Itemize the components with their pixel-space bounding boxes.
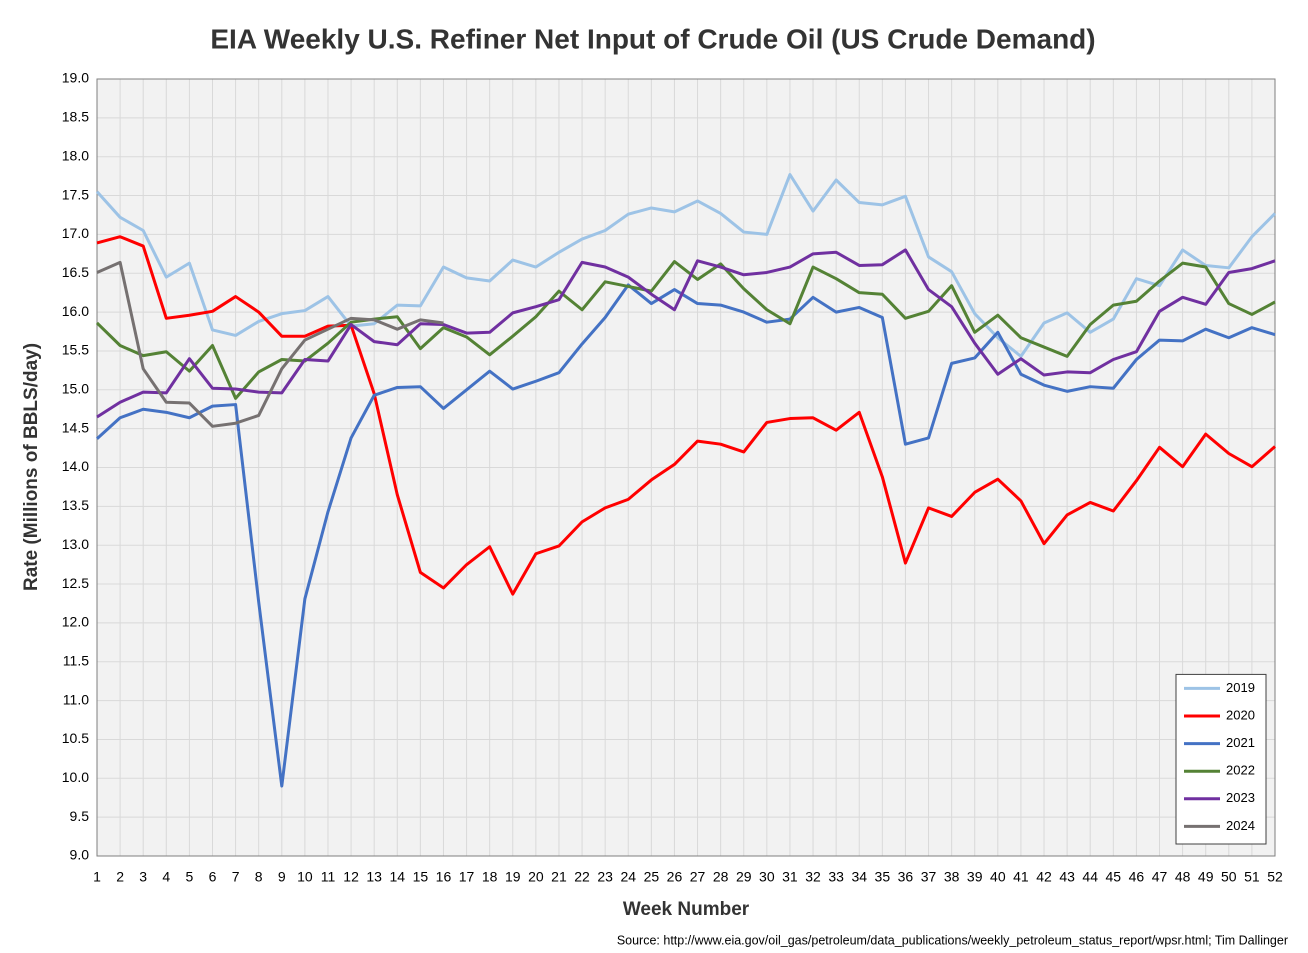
x-tick-label: 3 <box>139 869 147 885</box>
x-tick-label: 17 <box>459 869 475 885</box>
y-tick-label: 15.0 <box>62 381 89 397</box>
x-tick-label: 27 <box>690 869 706 885</box>
x-tick-label: 4 <box>162 869 170 885</box>
series-line <box>96 248 1276 419</box>
x-tick-label: 20 <box>528 869 544 885</box>
x-tick-label: 47 <box>1152 869 1168 885</box>
y-tick-label: 9.5 <box>70 808 90 824</box>
y-tick-label: 18.5 <box>62 109 89 125</box>
x-tick-label: 49 <box>1198 869 1214 885</box>
x-tick-label: 22 <box>574 869 590 885</box>
legend-label: 2021 <box>1226 735 1255 750</box>
legend: 2019 2020 2021 2022 2023 2024 <box>1175 673 1267 845</box>
y-tick-label: 18.0 <box>62 147 89 163</box>
x-tick-label: 24 <box>620 869 636 885</box>
x-tick-label: 29 <box>736 869 752 885</box>
series-line <box>95 260 1276 400</box>
x-tick-label: 13 <box>366 869 382 885</box>
y-tick-label: 17.0 <box>62 225 89 241</box>
x-tick-label: 23 <box>597 869 613 885</box>
series-line <box>95 283 1276 788</box>
x-tick-label: 6 <box>209 869 217 885</box>
x-tick-label: 25 <box>644 869 660 885</box>
x-tick-label: 9 <box>278 869 286 885</box>
x-tick-label: 34 <box>851 869 867 885</box>
y-tick-label: 14.5 <box>62 419 89 435</box>
y-tick-label: 10.0 <box>62 769 89 785</box>
x-tick-label: 33 <box>828 869 844 885</box>
x-tick-label: 5 <box>185 869 193 885</box>
y-tick-label: 13.0 <box>62 536 89 552</box>
x-tick-label: 43 <box>1059 869 1075 885</box>
x-tick-label: 19 <box>505 869 521 885</box>
y-tick-label: 11.0 <box>63 691 89 707</box>
x-tick-label: 39 <box>967 869 983 885</box>
x-tick-label: 11 <box>321 869 336 885</box>
x-tick-label: 1 <box>93 869 101 885</box>
legend-label: 2019 <box>1226 680 1255 695</box>
x-axis-label: Week Number <box>623 899 750 920</box>
chart-title: EIA Weekly U.S. Refiner Net Input of Cru… <box>210 23 1095 54</box>
y-tick-label: 19.0 <box>62 70 89 86</box>
y-tick-label: 11.5 <box>63 652 89 668</box>
x-tick-label: 38 <box>944 869 960 885</box>
x-tick-label: 52 <box>1267 869 1283 885</box>
legend-label: 2023 <box>1226 790 1255 805</box>
x-tick-label: 45 <box>1106 869 1122 885</box>
x-tick-label: 46 <box>1129 869 1145 885</box>
x-tick-label: 28 <box>713 869 729 885</box>
legend-box <box>1175 673 1267 845</box>
y-tick-label: 14.0 <box>62 458 89 474</box>
x-tick-label: 18 <box>482 869 498 885</box>
x-tick-label: 10 <box>297 869 313 885</box>
x-tick-label: 51 <box>1244 869 1260 885</box>
x-tick-label: 7 <box>232 869 240 885</box>
x-tick-label: 42 <box>1036 869 1052 885</box>
x-tick-label: 40 <box>990 869 1006 885</box>
y-tick-label: 13.5 <box>62 497 89 513</box>
y-tick-label: 16.0 <box>62 303 89 319</box>
y-tick-label: 10.5 <box>62 730 89 746</box>
y-tick-label: 12.0 <box>62 614 89 630</box>
x-tick-label: 44 <box>1082 869 1098 885</box>
series-line <box>95 173 1277 358</box>
x-tick-label: 50 <box>1221 869 1237 885</box>
x-tick-label: 37 <box>921 869 937 885</box>
source-note: Source: http://www.eia.gov/oil_gas/petro… <box>617 933 1288 947</box>
x-tick-label: 26 <box>667 869 683 885</box>
y-tick-label: 17.5 <box>62 186 89 202</box>
x-tick-label: 14 <box>389 869 405 885</box>
x-tick-label: 2 <box>116 869 124 885</box>
series-line <box>96 260 444 428</box>
x-tick-label: 35 <box>875 869 891 885</box>
x-tick-label: 31 <box>782 869 798 885</box>
x-tick-label: 36 <box>898 869 914 885</box>
x-tick-label: 21 <box>551 869 567 885</box>
y-tick-label: 12.5 <box>62 575 89 591</box>
x-tick-label: 30 <box>759 869 775 885</box>
legend-label: 2022 <box>1226 763 1255 778</box>
x-tick-label: 32 <box>805 869 821 885</box>
x-tick-label: 15 <box>413 869 429 885</box>
x-tick-label: 48 <box>1175 869 1191 885</box>
series-line <box>96 235 1276 596</box>
y-tick-label: 16.5 <box>62 264 89 280</box>
legend-label: 2024 <box>1226 818 1255 833</box>
legend-label: 2020 <box>1226 707 1255 722</box>
x-tick-label: 8 <box>255 869 263 885</box>
y-tick-label: 15.5 <box>62 342 89 358</box>
y-tick-label: 9.0 <box>70 847 90 863</box>
x-tick-label: 16 <box>436 869 452 885</box>
x-tick-label: 12 <box>343 869 359 885</box>
x-tick-label: 41 <box>1013 869 1029 885</box>
y-axis-label: Rate (Millions of BBLS/day) <box>21 343 42 591</box>
plot-border <box>96 78 1276 857</box>
